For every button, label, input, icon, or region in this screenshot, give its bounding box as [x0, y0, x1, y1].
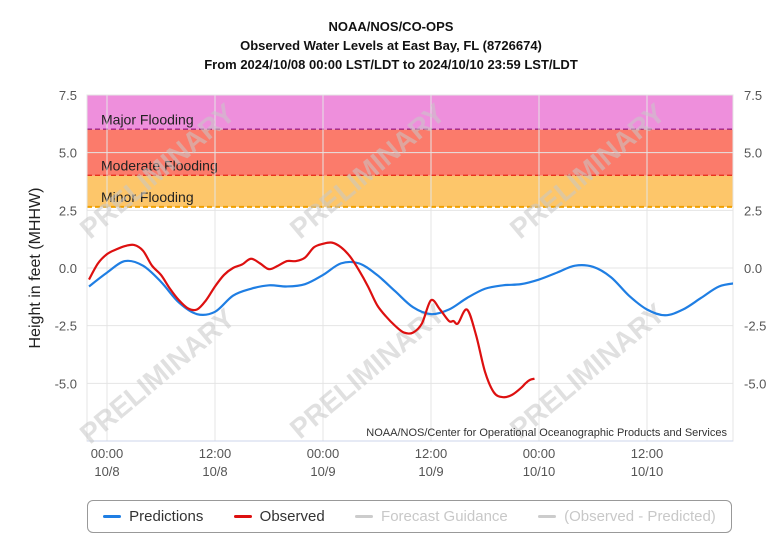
preliminary-watermark: PRELIMINARY	[284, 297, 451, 444]
legend-item-observed[interactable]: Observed	[233, 508, 325, 525]
chart-title: NOAA/NOS/CO-OPS Observed Water Levels at…	[204, 19, 578, 72]
x-tick-date: 10/9	[310, 464, 335, 479]
preliminary-watermark: PRELIMINARY	[504, 297, 671, 444]
legend-item-predictions[interactable]: Predictions	[103, 508, 203, 525]
x-tick-time: 12:00	[415, 446, 448, 461]
minor-flooding-label: Minor Flooding	[101, 189, 194, 205]
title-line-2: Observed Water Levels at East Bay, FL (8…	[240, 38, 542, 53]
legend-label-observed-minus-predicted: (Observed - Predicted)	[564, 508, 716, 525]
legend-item-forecast-guidance[interactable]: Forecast Guidance	[355, 508, 508, 525]
observed-minus-predicted-swatch	[538, 515, 557, 518]
observed-swatch	[233, 515, 252, 518]
x-tick-time: 00:00	[523, 446, 556, 461]
moderate-flooding-label: Moderate Flooding	[101, 158, 218, 174]
predictions-swatch	[103, 515, 122, 518]
x-tick-time: 00:00	[91, 446, 124, 461]
y-tick-label-right: 2.5	[744, 203, 762, 218]
credit-text: NOAA/NOS/Center for Operational Oceanogr…	[366, 427, 727, 439]
major-flooding-label: Major Flooding	[101, 112, 194, 128]
legend-label-predictions: Predictions	[129, 508, 204, 525]
y-tick-label-left: -5.0	[55, 376, 77, 391]
preliminary-watermark: PRELIMINARY	[74, 302, 241, 449]
x-tick-time: 00:00	[307, 446, 340, 461]
y-tick-label-right: 5.0	[744, 146, 762, 161]
y-tick-label-right: -2.5	[744, 319, 766, 334]
y-tick-label-left: 7.5	[59, 88, 77, 103]
minor-flooding-band	[87, 175, 733, 207]
x-tick-date: 10/10	[631, 464, 664, 479]
y-tick-label-right: 0.0	[744, 261, 762, 276]
x-tick-time: 12:00	[199, 446, 232, 461]
major-flooding-band	[87, 95, 733, 130]
y-tick-label-left: 0.0	[59, 261, 77, 276]
legend: Predictions Observed Forecast Guidance (…	[87, 500, 732, 533]
y-axis-label: Height in feet (MHHW)	[27, 188, 44, 349]
y-tick-label-right: 7.5	[744, 88, 762, 103]
y-tick-label-left: 5.0	[59, 146, 77, 161]
observed-series-line	[88, 241, 535, 399]
forecast-guidance-swatch	[355, 515, 374, 518]
legend-label-observed: Observed	[259, 508, 325, 525]
predictions-series-line	[88, 259, 733, 317]
y-tick-label-left: 2.5	[59, 203, 77, 218]
y-tick-label-right: -5.0	[744, 376, 766, 391]
x-tick-date: 10/10	[523, 464, 556, 479]
y-tick-label-left: -2.5	[55, 319, 77, 334]
legend-item-observed-minus-predicted[interactable]: (Observed - Predicted)	[538, 508, 716, 525]
x-tick-date: 10/8	[202, 464, 227, 479]
x-tick-date: 10/9	[418, 464, 443, 479]
x-tick-date: 10/8	[94, 464, 119, 479]
title-line-1: NOAA/NOS/CO-OPS	[329, 19, 454, 34]
legend-label-forecast-guidance: Forecast Guidance	[381, 508, 508, 525]
title-line-3: From 2024/10/08 00:00 LST/LDT to 2024/10…	[204, 57, 578, 72]
x-tick-time: 12:00	[631, 446, 664, 461]
